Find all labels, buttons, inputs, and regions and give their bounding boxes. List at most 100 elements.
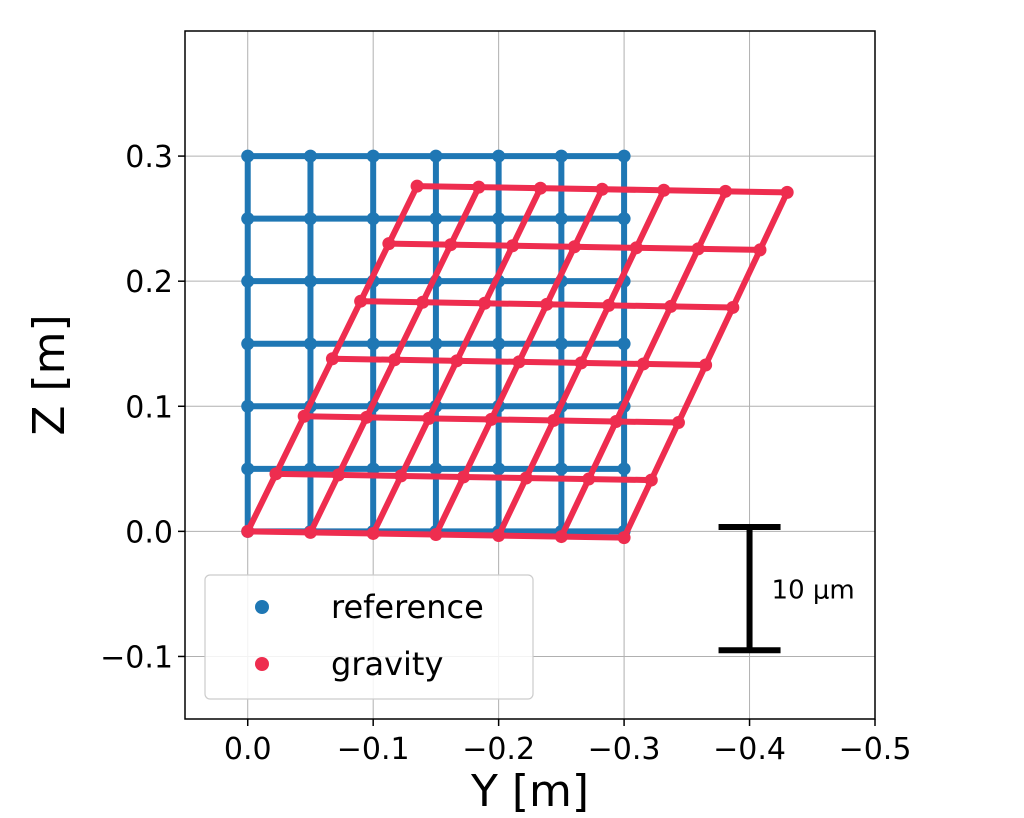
y-tick-label: 0.1 [125,390,173,425]
gravity-point [297,409,311,423]
reference-point [366,212,380,226]
gravity-point [492,529,506,543]
gravity-point [472,180,486,194]
reference-point [429,462,443,476]
gravity-point [574,356,588,370]
reference-point [303,337,317,351]
legend-box [204,574,534,700]
gravity-point [506,239,520,253]
reference-point [366,149,380,163]
gravity-point [450,354,464,368]
reference-point [617,462,631,476]
gravity-point [354,294,368,308]
reference-point [492,462,506,476]
gravity-point [394,469,408,483]
gravity-point [554,530,568,544]
gravity-point [547,413,561,427]
x-tick-label: 0.0 [224,732,272,767]
gravity-point [726,300,740,314]
x-tick-label: −0.4 [713,732,786,767]
reference-point [492,212,506,226]
gravity-point [609,414,623,428]
reference-point [617,212,631,226]
gravity-point [484,412,498,426]
reference-point [617,337,631,351]
gravity-point [325,352,339,366]
x-axis-label: Y [m] [470,766,589,817]
gravity-point [617,531,631,545]
gravity-point [410,179,424,193]
gravity-point [664,299,678,313]
reference-point [554,212,568,226]
gravity-point [269,467,283,481]
legend-marker-gravity [255,657,269,671]
reference-point [241,212,255,226]
reference-point [554,462,568,476]
reference-point [241,149,255,163]
reference-point [241,337,255,351]
scale-bar-label: 10 μm [772,576,855,606]
y-tick-label: 0.3 [125,140,173,175]
reference-point [429,149,443,163]
x-tick-label: −0.5 [839,732,912,767]
gravity-point [422,411,436,425]
gravity-point [780,185,794,199]
gravity-point [478,296,492,310]
gravity-point [540,297,554,311]
reference-point [554,149,568,163]
reference-point [554,337,568,351]
reference-point [429,337,443,351]
reference-point [492,337,506,351]
reference-point [617,149,631,163]
gravity-point [719,184,732,198]
legend-label-reference: reference [331,588,484,626]
y-tick-label: 0.2 [125,265,173,300]
gravity-point [636,357,650,371]
gravity-point [533,181,547,195]
gravity-point [416,295,430,309]
gravity-point [644,473,658,487]
plot-frame [184,30,876,720]
x-tick-label: −0.2 [462,732,535,767]
gravity-point [303,525,317,539]
gravity-point [457,470,471,484]
series-gravity [241,179,794,545]
reference-point [241,462,255,476]
tick-layer: 0.0 −0.1 −0.2 −0.3 −0.4 −0.5 −0.1 0.0 0.1 0.2 0.3 [100,140,911,767]
gravity-point [360,410,374,424]
legend-marker-reference [255,600,269,614]
series-layer [241,149,794,545]
x-tick-label: −0.1 [337,732,410,767]
gravity-point [753,243,767,257]
gravity-point [567,240,581,254]
x-tick-label: −0.3 [588,732,661,767]
gravity-point [382,237,396,251]
reference-point [429,212,443,226]
reference-point [366,337,380,351]
reference-point [366,462,380,476]
gravity-point [332,468,346,482]
gravity-point [241,524,255,538]
gravity-point [602,298,616,312]
gravity-point [519,471,533,485]
reference-point [241,274,255,288]
legend-label-gravity: gravity [331,645,443,683]
reference-point [303,274,317,288]
legend: reference gravity [204,574,534,700]
y-axis-label: Z [m] [24,314,75,435]
reference-point [303,212,317,226]
gravity-point [582,472,596,486]
y-tick-label: −0.1 [100,640,173,675]
reference-point [303,149,317,163]
gravity-point [699,358,713,372]
reference-point [492,149,506,163]
gravity-point [691,242,705,256]
gravity-point [595,182,609,196]
gravity-point [444,238,458,252]
reference-point [241,399,255,413]
gravity-point [366,526,380,540]
gravity-point [657,183,671,197]
gravity-point [512,355,526,369]
scale-bar: 10 μm [718,523,855,654]
